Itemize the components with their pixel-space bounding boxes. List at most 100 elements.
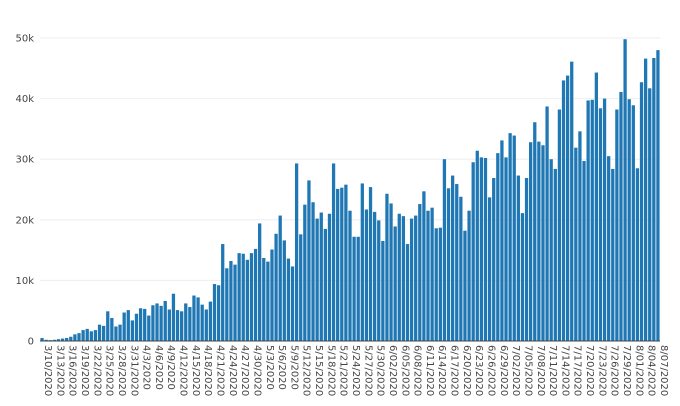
x-tick-label: 3/16/2020 xyxy=(67,345,78,396)
bar xyxy=(126,310,130,341)
x-tick-label: 5/9/2020 xyxy=(288,345,299,390)
bar xyxy=(282,240,286,341)
bar xyxy=(627,99,631,342)
x-tick-label: 4/24/2020 xyxy=(227,345,238,396)
bar xyxy=(483,157,488,341)
bar xyxy=(56,339,61,341)
bar xyxy=(323,228,327,341)
bar xyxy=(262,257,266,341)
x-tick-label: 3/19/2020 xyxy=(79,345,90,396)
bar xyxy=(69,336,73,341)
x-tick-label: 4/27/2020 xyxy=(239,345,250,396)
bar xyxy=(175,310,180,341)
x-tick-label: 4/30/2020 xyxy=(251,345,262,396)
bar xyxy=(73,334,77,341)
bar xyxy=(648,88,652,341)
bar xyxy=(319,212,323,341)
bar xyxy=(344,184,348,341)
y-tick-label: 50k xyxy=(15,34,34,45)
bar xyxy=(327,213,332,341)
x-tick-label: 5/30/2020 xyxy=(375,345,386,396)
bar xyxy=(167,309,171,341)
bar xyxy=(409,218,414,341)
x-tick-label: 5/6/2020 xyxy=(276,345,287,390)
bar xyxy=(652,58,656,341)
bar xyxy=(434,228,438,341)
bar xyxy=(586,100,590,341)
bar xyxy=(163,301,167,341)
bar xyxy=(475,150,479,341)
bar xyxy=(393,226,397,341)
bar xyxy=(147,315,151,341)
bar xyxy=(426,210,430,341)
x-tick-label: 5/15/2020 xyxy=(313,345,324,396)
bar xyxy=(303,204,307,341)
bar xyxy=(442,159,447,341)
bar xyxy=(143,308,147,341)
bar xyxy=(290,266,295,341)
y-tick-label: 40k xyxy=(15,94,34,105)
x-tick-label: 4/3/2020 xyxy=(141,345,152,390)
bar xyxy=(336,188,340,341)
bar xyxy=(619,91,623,342)
bar xyxy=(545,106,549,341)
bar xyxy=(401,216,406,341)
bar xyxy=(278,215,282,341)
bar xyxy=(294,163,299,341)
bar xyxy=(656,50,660,342)
bar xyxy=(533,122,537,341)
bar xyxy=(508,133,512,341)
bar xyxy=(40,337,44,341)
bar xyxy=(352,236,356,341)
bar xyxy=(451,175,455,341)
bar xyxy=(615,109,619,341)
y-tick-label: 0 xyxy=(28,337,34,348)
bar xyxy=(225,268,229,341)
x-tick-label: 3/31/2020 xyxy=(128,345,139,396)
bar xyxy=(233,264,237,341)
bar xyxy=(184,303,188,341)
bar xyxy=(368,187,373,341)
bar xyxy=(590,99,594,341)
x-tick-label: 4/12/2020 xyxy=(178,345,189,396)
bar xyxy=(245,259,249,341)
bar xyxy=(467,210,471,341)
x-tick-labels: 3/10/2020 3/13/2020 3/16/2020 3/19/2020 3/22… xyxy=(42,345,669,396)
x-tick-label: 3/13/2020 xyxy=(54,345,65,396)
bar xyxy=(229,261,233,341)
x-tick-label: 5/3/2020 xyxy=(264,345,275,390)
bar xyxy=(582,161,586,341)
bar xyxy=(455,184,459,341)
x-tick-label: 3/28/2020 xyxy=(116,345,127,396)
bar xyxy=(192,295,196,341)
bar xyxy=(151,305,155,341)
bar xyxy=(639,82,644,342)
x-tick-label: 6/05/2020 xyxy=(399,345,410,396)
x-tick-label: 6/14/2020 xyxy=(436,345,447,396)
x-tick-label: 7/14/2020 xyxy=(559,345,570,396)
bar xyxy=(479,157,484,341)
bar xyxy=(430,207,434,341)
bar xyxy=(118,324,122,341)
bar xyxy=(607,156,611,341)
bar xyxy=(471,162,475,341)
bar xyxy=(561,80,566,342)
x-tick-label: 4/6/2020 xyxy=(153,345,164,390)
bar xyxy=(520,213,525,341)
x-tick-label: 4/21/2020 xyxy=(215,345,226,396)
x-tick-label: 5/27/2020 xyxy=(362,345,373,396)
bar xyxy=(360,183,364,341)
bar xyxy=(114,326,118,341)
x-tick-label: 4/15/2020 xyxy=(190,345,201,396)
bar xyxy=(77,333,81,341)
x-tick-label: 6/29/2020 xyxy=(498,345,509,396)
x-tick-label: 8/01/2020 xyxy=(633,345,644,396)
bar xyxy=(643,58,648,341)
bar xyxy=(270,249,274,341)
bar xyxy=(93,330,98,341)
bar xyxy=(512,135,516,341)
bar xyxy=(307,180,311,341)
x-tick-label: 7/20/2020 xyxy=(584,345,595,396)
